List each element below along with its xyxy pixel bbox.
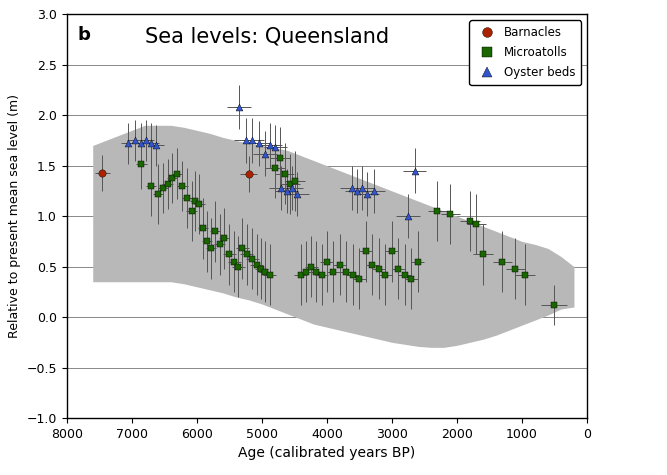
Point xyxy=(152,190,163,198)
Point xyxy=(367,261,378,268)
Point xyxy=(510,265,521,273)
Point xyxy=(295,271,306,278)
Point xyxy=(270,143,281,151)
Point xyxy=(354,275,365,283)
Point xyxy=(97,169,108,177)
Point xyxy=(374,265,384,273)
Text: b: b xyxy=(77,26,90,44)
Point xyxy=(194,200,205,208)
Point xyxy=(129,137,140,144)
Point xyxy=(259,268,270,276)
Point xyxy=(360,247,371,255)
Point xyxy=(233,263,243,270)
Point xyxy=(229,258,240,266)
Point xyxy=(265,142,275,149)
Point xyxy=(275,184,286,192)
Point xyxy=(348,271,358,278)
Point xyxy=(445,210,456,218)
Point xyxy=(190,197,201,205)
Point xyxy=(251,261,262,268)
Point xyxy=(224,251,235,258)
Point xyxy=(275,154,285,162)
Point xyxy=(241,251,252,258)
Point xyxy=(406,275,417,283)
Point xyxy=(202,238,213,245)
Point xyxy=(412,258,423,266)
Point xyxy=(240,137,251,144)
Point xyxy=(362,190,372,198)
Point xyxy=(549,301,560,309)
Point xyxy=(141,137,151,144)
Point xyxy=(306,263,317,270)
Point xyxy=(146,182,157,190)
Point xyxy=(471,220,482,228)
Point xyxy=(291,190,302,198)
Point xyxy=(281,187,292,195)
Point xyxy=(264,271,275,278)
Point xyxy=(357,184,368,192)
Point xyxy=(380,271,391,278)
Point xyxy=(237,245,247,252)
Point xyxy=(123,140,134,147)
Point xyxy=(387,247,398,255)
Point xyxy=(247,137,257,144)
Point xyxy=(301,268,311,276)
Point xyxy=(410,167,420,174)
Point xyxy=(328,268,339,276)
Point xyxy=(157,184,168,192)
Point xyxy=(341,268,352,276)
Legend: Barnacles, Microatolls, Oyster beds: Barnacles, Microatolls, Oyster beds xyxy=(470,20,581,85)
Point xyxy=(346,184,357,192)
Point xyxy=(198,225,209,232)
Point xyxy=(233,103,244,111)
Point xyxy=(172,170,183,178)
Point xyxy=(321,258,332,266)
Point xyxy=(162,180,173,188)
Point xyxy=(136,160,147,168)
Point xyxy=(151,142,162,149)
Point xyxy=(368,187,379,195)
Point xyxy=(400,271,410,278)
Point xyxy=(311,268,321,276)
Point xyxy=(177,182,188,190)
Point xyxy=(432,207,443,215)
Point xyxy=(316,271,327,278)
Point xyxy=(269,164,280,171)
Point xyxy=(334,261,346,268)
Point xyxy=(284,180,295,188)
Point xyxy=(214,240,225,248)
Point xyxy=(464,218,475,225)
Y-axis label: Relative to present mean sea level (m): Relative to present mean sea level (m) xyxy=(8,94,21,338)
Point xyxy=(186,207,197,215)
Point xyxy=(181,194,192,202)
Point xyxy=(279,170,290,178)
Point xyxy=(253,140,264,147)
Point xyxy=(393,265,404,273)
Point xyxy=(286,184,297,192)
Point xyxy=(478,251,488,258)
Point xyxy=(136,140,147,147)
Point xyxy=(247,255,257,262)
Point xyxy=(520,271,530,278)
Point xyxy=(403,212,414,220)
X-axis label: Age (calibrated years BP): Age (calibrated years BP) xyxy=(238,446,416,460)
Point xyxy=(352,187,362,195)
Point xyxy=(209,228,220,235)
Point xyxy=(243,170,254,178)
Point xyxy=(289,177,300,185)
Point xyxy=(219,235,229,242)
Point xyxy=(146,140,157,147)
Point xyxy=(497,258,508,266)
Text: Sea levels: Queensland: Sea levels: Queensland xyxy=(145,26,389,47)
Point xyxy=(256,265,267,273)
Point xyxy=(205,245,216,252)
Point xyxy=(167,174,177,181)
Point xyxy=(259,150,270,157)
